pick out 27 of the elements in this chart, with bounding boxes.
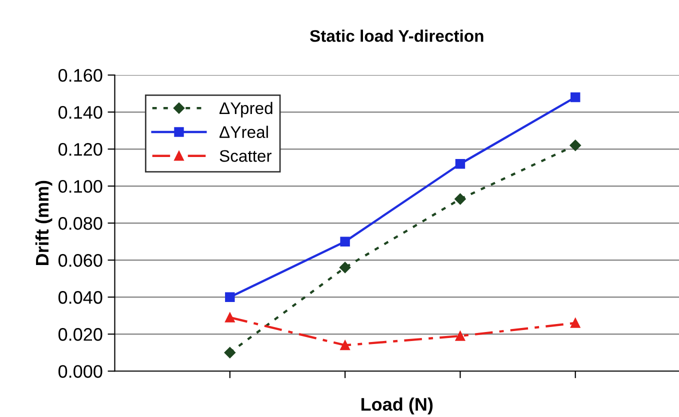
point (339, 262, 351, 274)
point (570, 140, 581, 151)
point (570, 92, 580, 102)
legend-label: ΔYreal (219, 126, 268, 138)
y-tick-label: 0.080 (58, 217, 102, 230)
point (340, 236, 350, 246)
y-axis-title: Drift (mm) (35, 180, 52, 266)
point (455, 159, 466, 169)
point (454, 193, 466, 205)
y-tick-label: 0.120 (58, 143, 102, 156)
y-tick-label: 0.060 (58, 254, 102, 267)
point (225, 292, 235, 302)
y-tick-label: 0.160 (58, 68, 102, 82)
legend-label: Scatter (220, 150, 272, 162)
point (455, 331, 466, 341)
chart-title: Static load Y-direction (310, 30, 484, 42)
legend-label: ΔYpred (219, 102, 272, 118)
point (570, 318, 580, 328)
point (225, 312, 235, 322)
y-tick-label: 0.140 (58, 106, 102, 119)
point (340, 340, 350, 350)
y-tick-label: 0.100 (58, 180, 102, 193)
y-tick-label: 0.000 (58, 365, 102, 378)
y-tick-label: 0.020 (58, 328, 102, 341)
y-tick-label: 0.040 (58, 291, 102, 304)
x-axis-title: Load (N) (361, 398, 433, 414)
point (224, 347, 236, 358)
